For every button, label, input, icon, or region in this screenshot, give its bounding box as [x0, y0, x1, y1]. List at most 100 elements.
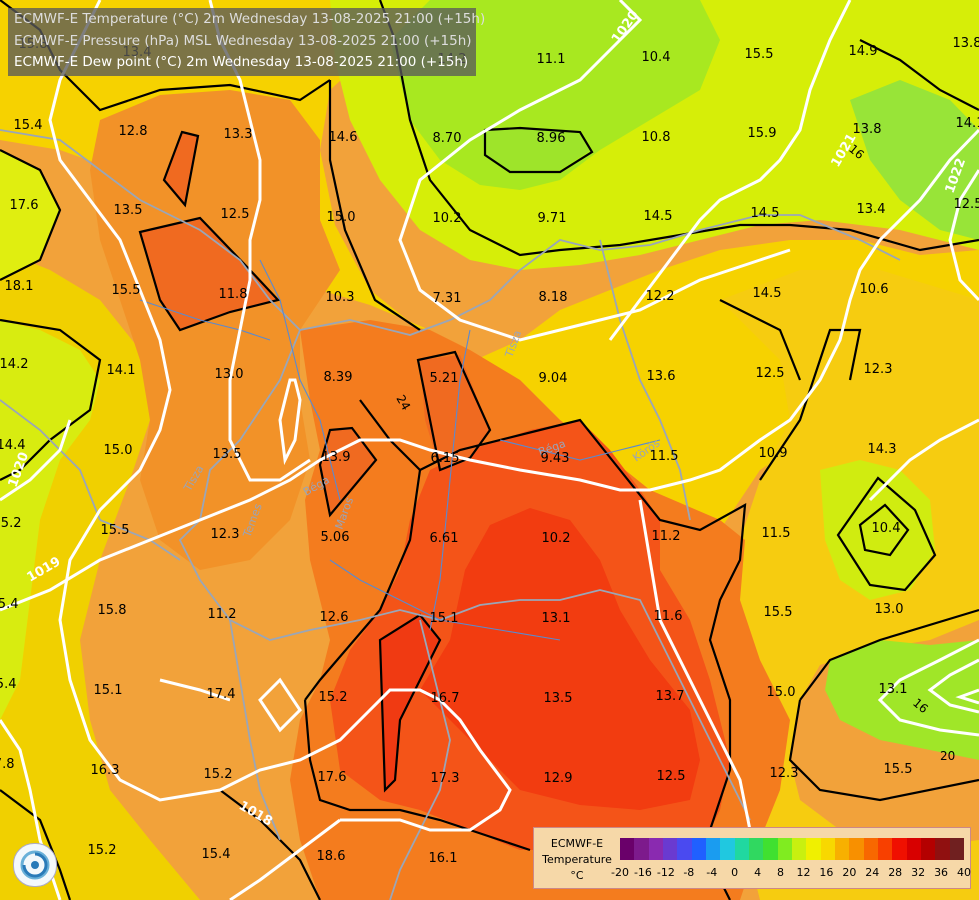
scale-color-swatch [906, 838, 921, 860]
temp-zone-orangered-nw [140, 218, 278, 330]
dewpoint-value: 12.8 [119, 124, 148, 139]
scale-tick-label: 12 [796, 866, 811, 879]
scale-color-swatch [935, 838, 950, 860]
scale-color-swatch [863, 838, 878, 860]
dewpoint-value: 12.3 [864, 362, 893, 377]
scale-title-line: °C [570, 869, 584, 882]
dewpoint-value: 11.1 [537, 52, 566, 67]
dewpoint-value: 15.0 [767, 685, 796, 700]
dewpoint-value: 9.04 [539, 371, 568, 386]
scale-color-swatch [705, 838, 721, 860]
temp-zone-red-2 [380, 615, 440, 790]
scale-color-swatch [648, 838, 663, 860]
scale-title-line: Temperature [542, 853, 612, 866]
scale-tick-label: -8 [683, 866, 695, 879]
dewpoint-value: 12.5 [756, 366, 785, 381]
dewpoint-value: 15.9 [748, 126, 777, 141]
dewpoint-value: 15.5 [764, 605, 793, 620]
map-legend-header [8, 8, 476, 76]
scale-color-swatch [806, 838, 821, 860]
dewpoint-value: 8.39 [324, 370, 353, 385]
dewpoint-value: 15.4 [14, 118, 43, 133]
scale-tick-label: 16 [819, 866, 834, 879]
dewpoint-value: 12.5 [657, 769, 686, 784]
scale-color-swatch [791, 838, 807, 860]
dewpoint-value: 12.3 [211, 527, 240, 542]
scale-tick-label: 32 [911, 866, 926, 879]
dewpoint-value: 12.9 [544, 771, 573, 786]
dewpoint-value: 18.6 [317, 849, 346, 864]
dewpoint-value: 11.6 [654, 609, 683, 624]
dewpoint-value: 14.9 [849, 44, 878, 59]
dewpoint-value: 9.43 [541, 451, 570, 466]
dewpoint-value: 15.2 [319, 690, 348, 705]
dewpoint-value: 13.6 [647, 369, 676, 384]
legend-temperature-line: ECMWF-E Temperature (°C) 2m Wednesday 13… [14, 11, 486, 27]
temp-zone-red [420, 508, 700, 810]
dewpoint-value: 15.2 [88, 843, 117, 858]
dewpoint-value: 14.5 [644, 209, 673, 224]
dewpoint-value: 15.5 [884, 762, 913, 777]
scale-color-swatch [834, 838, 850, 860]
scale-tick-label: 40 [957, 866, 971, 879]
scale-color-swatch [877, 838, 893, 860]
dewpoint-value: 16.1 [429, 851, 458, 866]
dewpoint-value: 15.4 [0, 677, 16, 692]
legend-dewpoint-line: ECMWF-E Dew point (°C) 2m Wednesday 13-0… [14, 54, 469, 70]
ecmwf-logo-icon [13, 843, 57, 887]
dewpoint-value: 15.1 [430, 611, 459, 626]
temp-zone-green-n2 [480, 128, 590, 172]
dewpoint-value: 15.5 [101, 523, 130, 538]
scale-tick-label: 36 [934, 866, 949, 879]
dewpoint-value: 13.7 [656, 689, 685, 704]
dewpoint-value: 13.0 [215, 367, 244, 382]
dewpoint-value: 15.0 [327, 210, 356, 225]
scale-color-swatch [920, 838, 936, 860]
scale-color-swatch [662, 838, 678, 860]
scale-color-swatch [720, 838, 735, 860]
dewpoint-value: 5.06 [321, 530, 350, 545]
dewpoint-value: 17.6 [10, 198, 39, 213]
dewpoint-value: 10.8 [642, 130, 671, 145]
scale-color-bar [620, 838, 964, 860]
dewpoint-value: 13.8 [853, 122, 882, 137]
dewpoint-value: 13.5 [114, 203, 143, 218]
dewpoint-value: 8.70 [433, 131, 462, 146]
scale-tick-label: 20 [842, 866, 857, 879]
scale-color-swatch [734, 838, 749, 860]
dewpoint-value: 13.4 [857, 202, 886, 217]
dewpoint-value: 6.15 [431, 451, 460, 466]
dewpoint-value: 11.5 [762, 526, 791, 541]
scale-tick-label: -12 [656, 866, 675, 879]
scale-tick-label: -4 [706, 866, 718, 879]
dewpoint-value: 7.31 [433, 291, 462, 306]
scale-color-swatch [763, 838, 778, 860]
temp-contour-label: 24 [393, 393, 413, 413]
dewpoint-value: 17.6 [318, 770, 347, 785]
scale-color-swatch [677, 838, 692, 860]
temp-zone-orange-nw [90, 90, 340, 570]
dewpoint-value: 15.5 [112, 283, 141, 298]
dewpoint-value: 15.8 [98, 603, 127, 618]
dewpoint-value: 11.8 [219, 287, 248, 302]
scale-color-swatch [748, 838, 764, 860]
scale-color-swatch [620, 838, 635, 860]
dewpoint-value: 10.2 [433, 211, 462, 226]
dewpoint-value: 13.3 [224, 127, 253, 142]
dewpoint-value: 10.6 [860, 282, 889, 297]
dewpoint-value: 12.5 [954, 197, 979, 212]
dewpoint-value: 15.4 [202, 847, 231, 862]
dewpoint-value: 8.96 [537, 131, 566, 146]
scale-tick-label: 24 [865, 866, 880, 879]
scale-tick-labels: -20 -16 -12 -8 -4 0 4 8 12 16 20 24 28 32 36 40 [611, 866, 971, 882]
temp-zone-yellowgreen-e [820, 460, 935, 600]
dewpoint-value: 5.21 [430, 371, 459, 386]
dewpoint-value: 15.5 [745, 47, 774, 62]
scale-tick-label: 8 [777, 866, 785, 879]
dewpoint-value: 8.18 [539, 290, 568, 305]
dewpoint-value: 11.2 [652, 529, 681, 544]
dewpoint-value: 14.6 [329, 130, 358, 145]
dewpoint-value: 13.5 [544, 691, 573, 706]
temperature-color-scale: ECMWF-E Temperature °C -20 -16 -12 -8 -4 0 4 8 1… [533, 827, 971, 889]
